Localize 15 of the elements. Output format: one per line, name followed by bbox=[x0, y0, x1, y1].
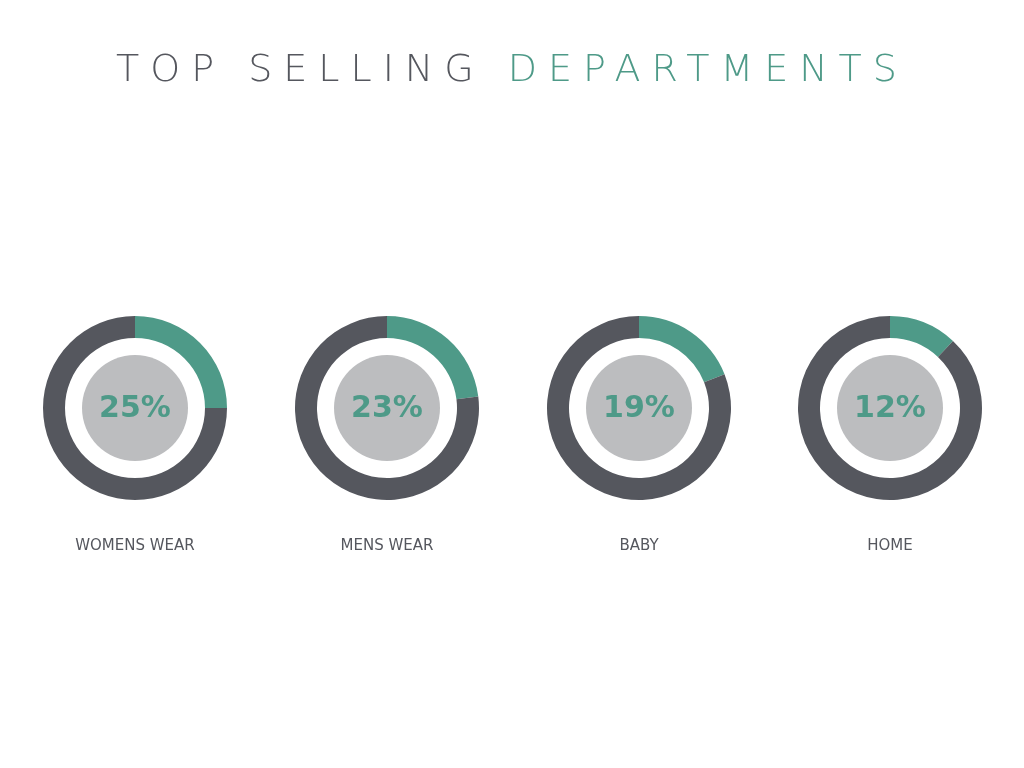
donut-slice bbox=[798, 316, 982, 500]
donut-slice bbox=[295, 316, 479, 500]
text: 25% bbox=[99, 389, 171, 424]
text: TOP SELLING DEPARTMENTS bbox=[116, 46, 908, 90]
text: MENS WEAR bbox=[340, 536, 434, 554]
donut-slice bbox=[43, 316, 227, 500]
donut-slice bbox=[639, 316, 725, 383]
text: 19% bbox=[603, 389, 675, 424]
donut-slice bbox=[547, 316, 731, 500]
donut-slice bbox=[890, 316, 953, 357]
text: BABY bbox=[619, 536, 660, 554]
text: 12% bbox=[854, 389, 926, 424]
text: WOMENS WEAR bbox=[75, 536, 195, 554]
text: HOME bbox=[867, 536, 913, 554]
text: 23% bbox=[351, 389, 423, 424]
